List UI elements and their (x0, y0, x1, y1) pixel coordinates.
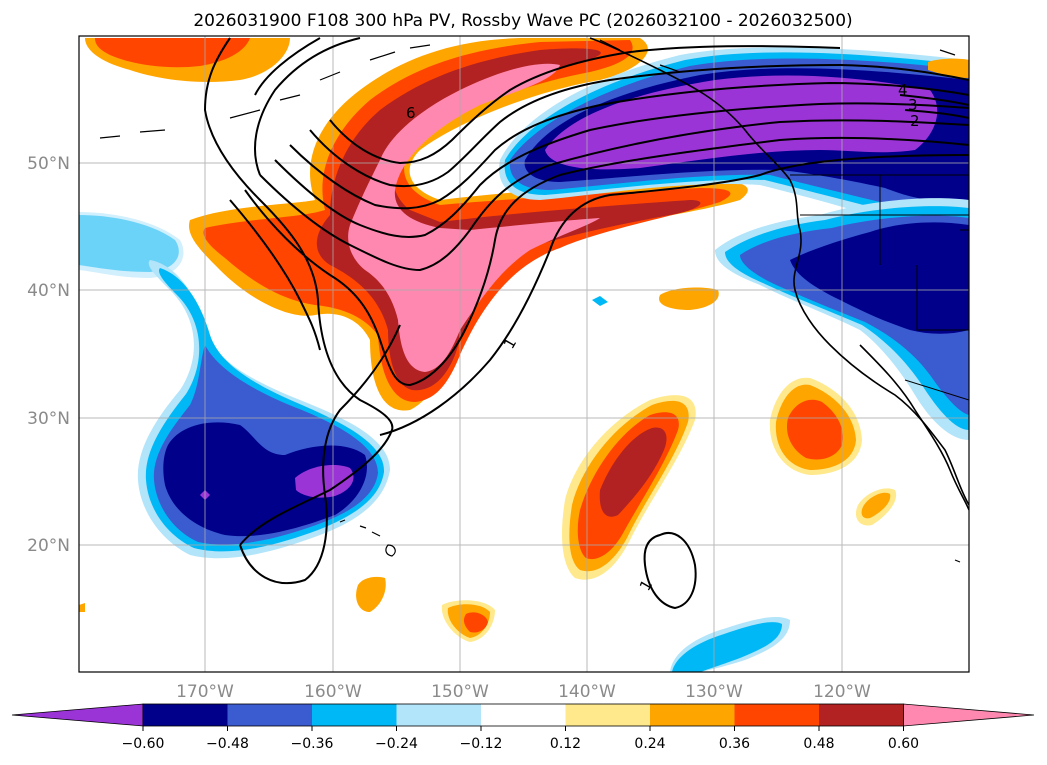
colorbar-segment (734, 704, 820, 726)
colorbar-tick-label: −0.60 (122, 736, 165, 752)
pv-positive-northwest-inner (95, 38, 250, 68)
pv-ridge-negative-northeast-060 (545, 75, 938, 170)
x-tick-label: 130°W (685, 682, 743, 702)
colorbar-segment (481, 704, 566, 726)
y-axis: 20°N 30°N 40°N 50°N (27, 154, 70, 556)
contour-line-8 (274, 102, 969, 238)
pv-positive-spot-2-inner (861, 492, 891, 519)
contour-line-4 (254, 37, 361, 176)
colorbar-segment (396, 704, 482, 726)
pv-trough-positive-main-060 (348, 63, 600, 372)
x-tick-label: 120°W (813, 682, 871, 702)
contour-closed-south (643, 532, 697, 610)
contour-east-short (899, 94, 969, 119)
map-frame (78, 35, 970, 673)
contour-line-5 (229, 199, 321, 351)
pv-positive-spot-4-core (463, 612, 488, 633)
islands-north (99, 39, 681, 139)
colorbar-tick-label: 0.24 (634, 736, 665, 752)
north-america-gulf (859, 344, 969, 511)
contour-line-6 (244, 136, 969, 387)
pv-positive-spot-6 (79, 603, 85, 612)
map-gridlines (79, 36, 969, 672)
colorbar-tick-label: −0.36 (291, 736, 334, 752)
pv-negative-south-024 (672, 622, 782, 672)
colorbar-tick-label: −0.48 (206, 736, 249, 752)
colorbar-outline (142, 703, 904, 727)
colorbar-tick-label: 0.48 (803, 736, 834, 752)
pv-positive-subtropical-048 (599, 427, 667, 517)
x-axis: 170°W 160°W 150°W 140°W 130°W 120°W (176, 682, 871, 702)
colorbar-segment (565, 704, 651, 726)
colorbar: −0.60 −0.48 −0.36 −0.24 −0.12 0.12 0.24 0.36 0.4… (11, 703, 1035, 752)
colorbar-tick-label: −0.12 (460, 736, 503, 752)
colorbar-tick-label: −0.24 (375, 736, 418, 752)
contour-label-3: 3 (908, 96, 918, 114)
y-tick-label: 50°N (27, 154, 70, 174)
pv-negative-west-edge-light (79, 212, 184, 278)
map-area: 6 1 1 4 3 2 (78, 35, 970, 673)
contour-line-3 (379, 154, 969, 436)
contour-line-9 (289, 81, 969, 210)
colorbar-segment (312, 704, 397, 726)
hawaii (339, 519, 396, 557)
pv-negative-west-coast-048 (790, 222, 969, 334)
y-tick-label: 40°N (27, 281, 70, 301)
pv-negative-subtropical-048 (163, 422, 367, 537)
pv-positive-baja-036 (786, 399, 843, 460)
pc-contours (203, 37, 969, 610)
colorbar-segment (650, 704, 735, 726)
islands-east (939, 49, 961, 563)
x-tick-label: 170°W (176, 682, 234, 702)
y-tick-label: 30°N (27, 409, 70, 429)
contour-line-1 (203, 37, 394, 546)
contour-line-10 (309, 63, 969, 188)
contour-line-2 (239, 324, 401, 585)
colorbar-segment (227, 704, 313, 726)
contour-label-2: 2 (910, 112, 920, 130)
x-tick-label: 160°W (304, 682, 362, 702)
x-tick-label: 140°W (558, 682, 616, 702)
colorbar-tick-label: 0.36 (719, 736, 750, 752)
contour-line-7 (259, 119, 969, 272)
colorbar-segment (819, 704, 904, 726)
pv-positive-spot-1 (659, 287, 719, 310)
contour-label-4: 4 (898, 81, 908, 99)
colorbar-extend-min (11, 703, 144, 727)
contour-line-11 (329, 45, 841, 165)
pv-positive-spot-3 (356, 576, 386, 612)
colorbar-extend-max (903, 703, 1035, 727)
borders-1 (790, 174, 969, 401)
colorbar-segment (143, 704, 228, 726)
pv-positive-spot-5 (928, 58, 969, 78)
y-tick-label: 20°N (27, 536, 70, 556)
chart-title: 2026031900 F108 300 hPa PV, Rossby Wave … (193, 11, 852, 31)
x-tick-label: 150°W (431, 682, 489, 702)
contour-label-6: 6 (406, 104, 416, 122)
colorbar-tick-label: 0.60 (888, 736, 919, 752)
pv-negative-south-spot (592, 296, 608, 306)
colorbar-tick-label: 0.12 (550, 736, 581, 752)
